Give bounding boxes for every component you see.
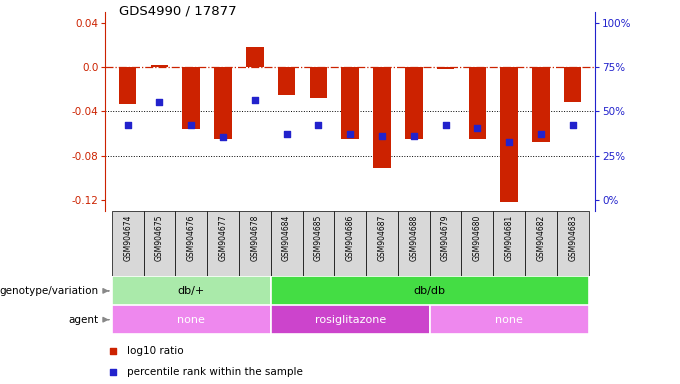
Bar (525, 211, 557, 276)
Bar (112, 276, 271, 305)
Point (504, 139, 515, 146)
Bar (303, 211, 335, 276)
Point (107, 348, 118, 354)
Bar (405, 67, 422, 139)
Bar (143, 211, 175, 276)
Bar (398, 211, 430, 276)
Bar (469, 67, 486, 139)
Text: genotype/variation: genotype/variation (0, 286, 99, 296)
Bar (182, 67, 200, 129)
Point (567, 122, 578, 128)
Text: GSM904680: GSM904680 (473, 214, 482, 261)
Point (107, 369, 118, 376)
Text: GSM904686: GSM904686 (345, 214, 355, 261)
Bar (462, 211, 493, 276)
Text: GSM904688: GSM904688 (409, 214, 418, 261)
Text: GSM904675: GSM904675 (155, 214, 164, 261)
Text: rosiglitazone: rosiglitazone (315, 314, 386, 325)
Text: none: none (495, 314, 523, 325)
Text: GSM904679: GSM904679 (441, 214, 450, 261)
Point (440, 122, 451, 128)
Bar (366, 211, 398, 276)
Bar (430, 211, 462, 276)
Bar (151, 65, 168, 67)
Text: GSM904674: GSM904674 (123, 214, 132, 261)
Text: GDS4990 / 17877: GDS4990 / 17877 (119, 4, 237, 17)
Bar (207, 211, 239, 276)
Bar (278, 67, 295, 95)
Text: none: none (177, 314, 205, 325)
Bar (500, 67, 518, 202)
Point (122, 122, 133, 128)
Text: GSM904676: GSM904676 (187, 214, 196, 261)
Text: GSM904682: GSM904682 (537, 214, 545, 261)
Bar (437, 67, 454, 69)
Bar (373, 67, 391, 168)
Bar (119, 67, 137, 104)
Bar (335, 211, 366, 276)
Bar (214, 67, 232, 139)
Text: db/+: db/+ (177, 286, 205, 296)
Point (218, 134, 228, 140)
Bar (309, 67, 327, 98)
Text: GSM904677: GSM904677 (218, 214, 228, 261)
Text: GSM904685: GSM904685 (314, 214, 323, 261)
Bar (112, 305, 271, 334)
Bar (557, 211, 589, 276)
Bar (341, 67, 359, 139)
Bar (271, 305, 430, 334)
Bar (493, 211, 525, 276)
Bar (271, 276, 589, 305)
Point (313, 122, 324, 128)
Point (186, 122, 197, 128)
Text: GSM904684: GSM904684 (282, 214, 291, 261)
Text: agent: agent (69, 314, 99, 325)
Point (377, 133, 388, 139)
Text: GSM904683: GSM904683 (568, 214, 577, 261)
Text: GSM904681: GSM904681 (505, 214, 513, 261)
Point (409, 133, 420, 139)
Bar (430, 305, 589, 334)
Bar (532, 67, 549, 142)
Text: GSM904687: GSM904687 (377, 214, 386, 261)
Point (472, 125, 483, 131)
Point (345, 131, 356, 137)
Bar (112, 211, 143, 276)
Text: GSM904678: GSM904678 (250, 214, 259, 261)
Bar (239, 211, 271, 276)
Bar (246, 47, 264, 67)
Text: db/db: db/db (413, 286, 445, 296)
Text: percentile rank within the sample: percentile rank within the sample (127, 367, 303, 377)
Bar (564, 67, 581, 103)
Bar (175, 211, 207, 276)
Point (250, 97, 260, 103)
Point (281, 131, 292, 137)
Point (536, 131, 547, 137)
Point (154, 99, 165, 106)
Bar (271, 211, 303, 276)
Text: log10 ratio: log10 ratio (127, 346, 184, 356)
